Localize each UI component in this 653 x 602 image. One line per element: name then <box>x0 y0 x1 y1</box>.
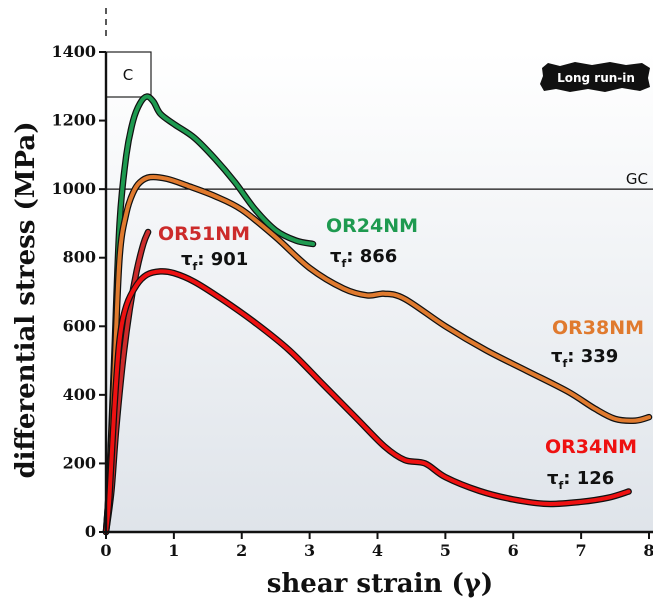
series-tau-or51nm: τf: 901 <box>181 249 248 273</box>
x-tick-label: 3 <box>304 541 315 560</box>
series-tau-or38nm: τf: 339 <box>551 346 618 370</box>
panel-label-box <box>105 51 152 98</box>
series-line-or38nm <box>104 174 651 534</box>
y-tick-label: 800 <box>63 248 96 267</box>
x-ticks: 0 1 2 3 4 5 6 7 8 <box>100 532 653 560</box>
y-tick-label: 600 <box>63 316 96 335</box>
x-tick-label: 6 <box>508 541 519 560</box>
series-tau-or24nm: τf: 866 <box>330 246 397 270</box>
y-tick-label: 1200 <box>51 111 96 130</box>
y-tick-label: 400 <box>63 385 96 404</box>
x-tick-label: 0 <box>100 541 111 560</box>
series-layer <box>102 93 653 536</box>
series-name-or34nm: OR34NM <box>545 436 637 458</box>
condition-badge-text: Long run-in <box>557 71 635 85</box>
y-axis-title: differential stress (MPa) <box>11 121 41 478</box>
gc-reference-label: GC <box>626 170 648 188</box>
series-name-or38nm: OR38NM <box>552 317 644 339</box>
x-tick-label: 2 <box>236 541 247 560</box>
x-tick-label: 8 <box>643 541 653 560</box>
panel-label: C <box>123 66 133 84</box>
x-tick-label: 1 <box>168 541 179 560</box>
series-line-or34nm <box>104 269 631 534</box>
y-tick-label: 1400 <box>51 42 96 61</box>
y-ticks: 0 200 400 600 800 1000 1200 1400 <box>51 42 106 541</box>
y-tick-label: 1000 <box>51 179 96 198</box>
y-tick-label: 0 <box>85 522 96 541</box>
series-name-or24nm: OR24NM <box>326 215 418 237</box>
x-tick-label: 4 <box>372 541 383 560</box>
y-tick-label: 200 <box>63 453 96 472</box>
x-tick-label: 5 <box>440 541 451 560</box>
x-tick-label: 7 <box>576 541 587 560</box>
series-label-layer: OR24NM τf: 866 OR38NM τf: 339 OR51NM τf: 901 O… <box>158 215 644 492</box>
condition-badge: Long run-in <box>540 62 650 92</box>
series-tau-or34nm: τf: 126 <box>547 468 614 492</box>
series-name-or51nm: OR51NM <box>158 223 250 245</box>
x-axis-title: shear strain (γ) <box>267 569 493 599</box>
